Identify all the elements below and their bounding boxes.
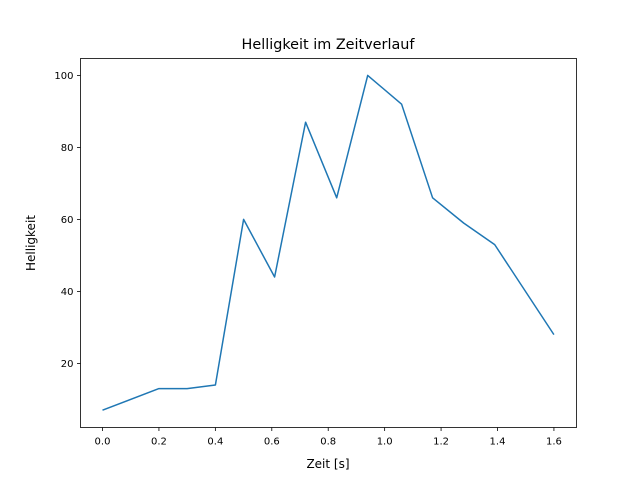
y-tick-label: 60 [61,215,74,226]
chart-title: Helligkeit im Zeitverlauf [242,37,416,53]
x-tick-label: 0.4 [207,437,223,448]
x-tick-label: 0.0 [95,437,111,448]
x-tick-label: 1.2 [433,437,449,448]
series-line-helligkeit [103,75,554,410]
y-tick-label: 100 [54,71,73,82]
x-tick-label: 1.6 [546,437,562,448]
x-tick-label: 0.8 [320,437,336,448]
x-tick-label: 0.2 [151,437,167,448]
plot-area-frame [81,59,577,428]
x-axis-label: Zeit [s] [306,457,349,471]
y-tick-label: 40 [61,287,74,298]
y-axis-label: Helligkeit [24,215,38,271]
x-tick-label: 1.0 [377,437,393,448]
y-axis: 20 40 60 80 100 [54,71,80,370]
y-tick-label: 80 [61,143,74,154]
x-tick-label: 1.4 [490,437,506,448]
series-layer [102,75,553,410]
x-tick-label: 0.6 [264,437,280,448]
y-tick-label: 20 [61,359,74,370]
x-axis: 0.0 0.2 0.4 0.6 0.8 1.0 1.2 1.4 1.6 [95,428,562,448]
